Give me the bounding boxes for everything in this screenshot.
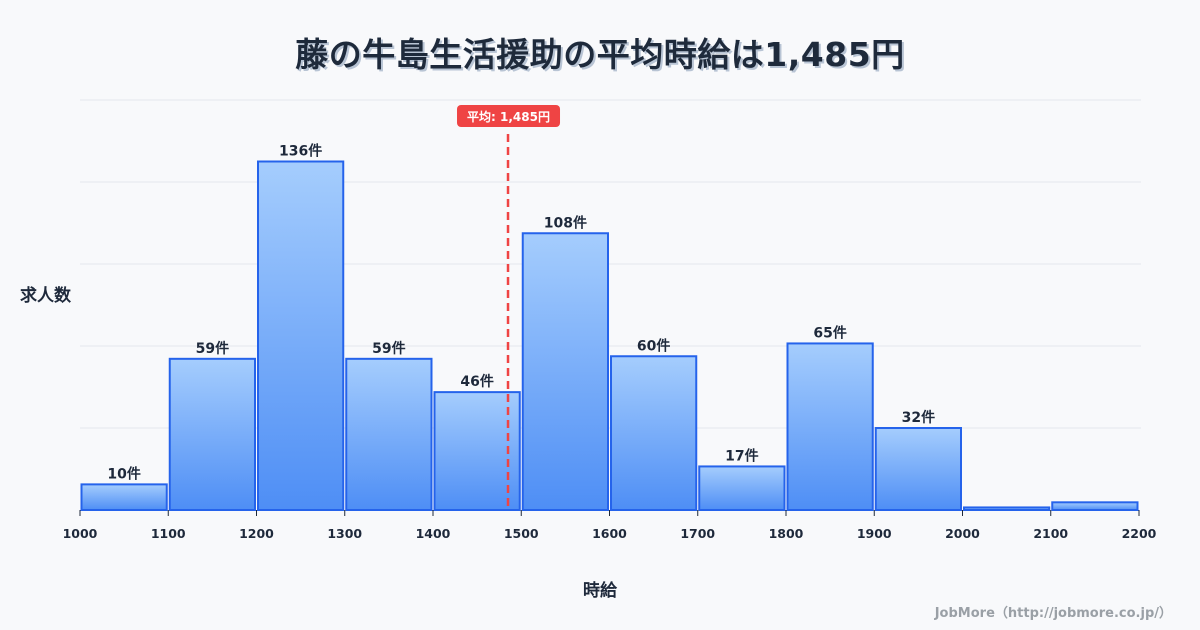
histogram-bar[interactable] xyxy=(168,357,256,511)
histogram-bar[interactable] xyxy=(786,342,874,511)
histogram-bar[interactable] xyxy=(257,160,345,511)
histogram-bar[interactable] xyxy=(698,465,786,511)
bars xyxy=(80,160,1139,511)
histogram-bar[interactable] xyxy=(345,357,433,511)
bar-value-label: 17件 xyxy=(725,447,758,464)
x-tick-label: 2000 xyxy=(945,526,980,541)
x-tick-label: 1500 xyxy=(504,526,539,541)
bar-value-label: 108件 xyxy=(544,214,587,231)
x-tick-label: 1900 xyxy=(857,526,892,541)
x-axis-ticks: 1000 1100 1200 1300 1400 1500 1600 1700 1800 1900… xyxy=(63,510,1157,541)
x-tick-label: 2200 xyxy=(1122,526,1157,541)
bar-value-label: 60件 xyxy=(637,337,670,354)
bar-value-label: 46件 xyxy=(460,373,493,390)
histogram-bar[interactable] xyxy=(610,355,698,511)
x-tick-label: 1200 xyxy=(239,526,274,541)
x-tick-label: 1600 xyxy=(592,526,627,541)
histogram-bar[interactable] xyxy=(1051,501,1139,511)
histogram-bar[interactable] xyxy=(963,506,1051,511)
x-tick-label: 1100 xyxy=(151,526,186,541)
mean-badge-label: 平均: 1,485円 xyxy=(467,109,550,124)
x-axis-label: 時給 xyxy=(583,581,617,601)
x-tick-label: 2100 xyxy=(1033,526,1068,541)
chart-title: 藤の牛島生活援助の平均時給は1,485円 xyxy=(295,35,905,74)
mean-badge xyxy=(457,105,561,127)
bar-value-label: 65件 xyxy=(813,324,846,341)
bar-value-label: 10件 xyxy=(107,465,140,482)
x-tick-label: 1400 xyxy=(416,526,451,541)
bar-value-label: 59件 xyxy=(196,340,229,357)
bar-value-label: 59件 xyxy=(372,340,405,357)
histogram-bar[interactable] xyxy=(433,391,521,511)
bar-value-labels: 10件 59件 136件 59件 46件 108件 60件 17件 65件 32件 xyxy=(107,143,935,483)
credit-text: JobMore（http://jobmore.co.jp/） xyxy=(934,606,1172,621)
x-tick-label: 1700 xyxy=(680,526,715,541)
y-axis-label: 求人数 xyxy=(20,286,71,306)
bar-value-label: 136件 xyxy=(279,143,322,160)
bar-value-label: 32件 xyxy=(902,409,935,426)
x-tick-label: 1800 xyxy=(769,526,804,541)
x-tick-label: 1000 xyxy=(63,526,98,541)
histogram-bar[interactable] xyxy=(874,427,962,511)
histogram-bar[interactable] xyxy=(80,483,168,511)
mean-marker: 平均: 1,485円 xyxy=(457,105,561,510)
x-tick-label: 1300 xyxy=(327,526,362,541)
histogram-bar[interactable] xyxy=(521,232,609,511)
